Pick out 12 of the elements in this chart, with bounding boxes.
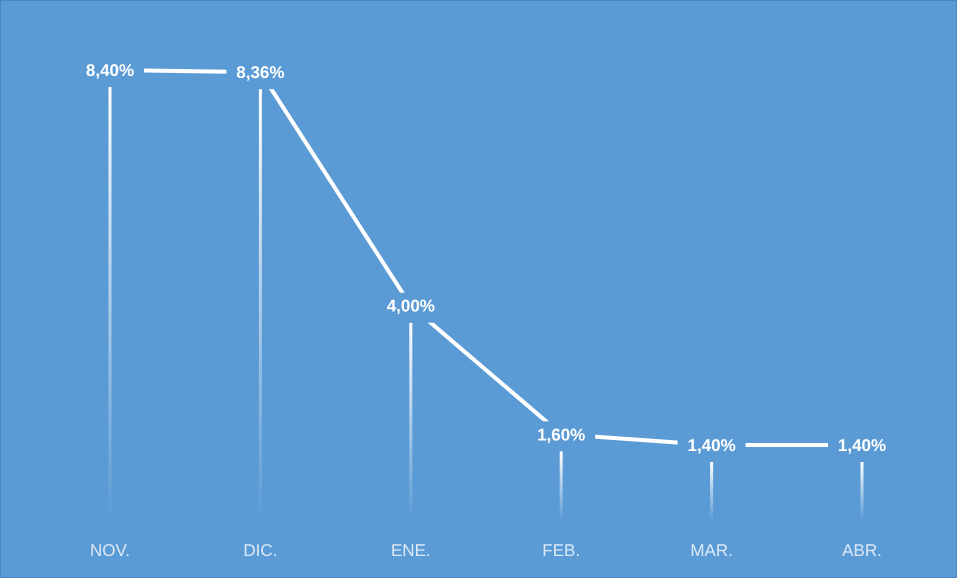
data-label: 1,60% xyxy=(537,425,586,444)
data-label: 8,40% xyxy=(86,61,134,80)
x-tick-label: FEB. xyxy=(542,541,580,560)
x-tick-label: NOV. xyxy=(90,541,130,560)
data-label: 1,40% xyxy=(838,436,886,455)
x-tick-label: ENE. xyxy=(390,541,431,560)
x-tick-label: MAR. xyxy=(690,541,733,560)
data-label: 8,36% xyxy=(236,63,284,82)
x-tick-label: DIC. xyxy=(243,541,278,560)
data-label: 4,00% xyxy=(386,296,435,316)
x-tick-label: ABR. xyxy=(842,541,882,560)
data-label: 1,40% xyxy=(688,436,736,455)
